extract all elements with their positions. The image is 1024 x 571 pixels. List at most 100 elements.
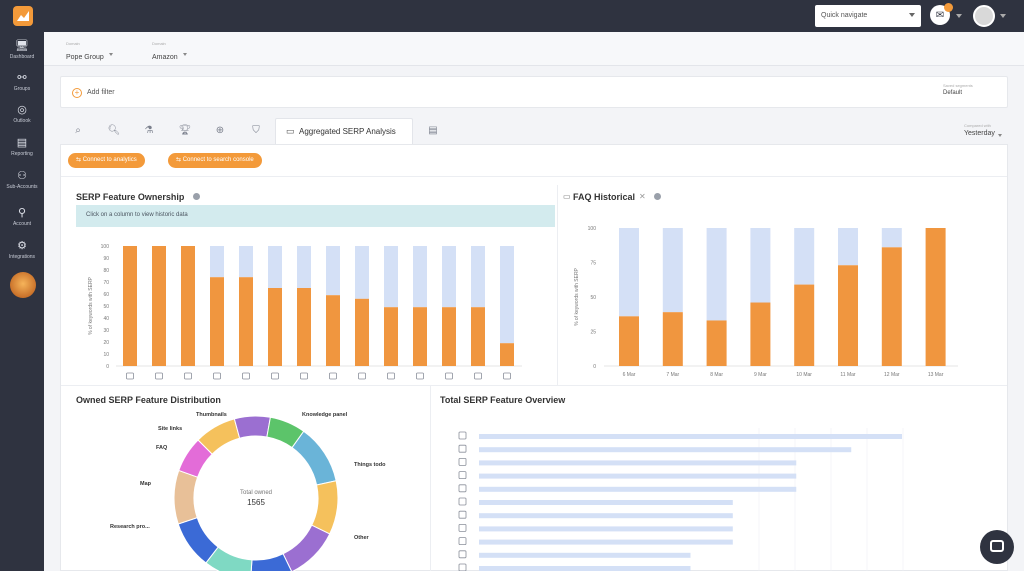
y-tick-label: 10 xyxy=(103,352,109,358)
sidebar-item-account[interactable]: ⚲ Account xyxy=(0,207,44,227)
saved-segments-select[interactable]: Saved segments Default xyxy=(943,83,973,96)
compared-with-select[interactable]: Compared with Yesterday xyxy=(964,123,1002,137)
owned-distribution-donut[interactable]: Thumbnails Knowledge panel Site links FA… xyxy=(76,406,426,571)
bar-remaining[interactable] xyxy=(413,246,427,308)
bar-owned[interactable] xyxy=(838,265,858,366)
flask-icon[interactable]: ⚗ xyxy=(144,125,154,136)
crumb-domain[interactable]: Domain Amazon xyxy=(152,41,187,64)
bar-remaining[interactable] xyxy=(384,246,398,308)
binoculars-icon[interactable]: ⌕ xyxy=(75,125,81,136)
crumb-domain-group[interactable]: Domain Pope Group xyxy=(66,41,113,64)
donut-slice[interactable] xyxy=(233,415,271,439)
y-tick-label: 50 xyxy=(103,304,109,310)
bar-remaining[interactable] xyxy=(706,228,727,321)
tab-aggregated-serp-analysis[interactable]: ▭ Aggregated SERP Analysis xyxy=(275,118,413,144)
bar-remaining[interactable] xyxy=(442,246,456,308)
bar-owned[interactable] xyxy=(619,316,639,366)
document-icon[interactable]: ▤ xyxy=(428,125,438,136)
bar-owned[interactable] xyxy=(326,295,340,366)
bar-remaining[interactable] xyxy=(297,246,311,288)
trophy-icon[interactable]: 🏆︎ xyxy=(178,125,192,136)
overview-bar[interactable] xyxy=(479,473,797,479)
bar-remaining[interactable] xyxy=(881,228,902,248)
bar-remaining[interactable] xyxy=(500,246,514,344)
search-icon[interactable]: 🔍︎ xyxy=(107,125,121,136)
bar-owned[interactable] xyxy=(750,302,771,366)
sidebar-item-reporting[interactable]: ▤ Reporting xyxy=(0,137,44,157)
overview-bar[interactable] xyxy=(479,460,797,466)
bar-owned[interactable] xyxy=(268,288,282,366)
y-tick-label: 75 xyxy=(590,261,596,267)
add-filter-button[interactable]: Add filter xyxy=(87,89,115,96)
overview-bar[interactable] xyxy=(479,552,691,558)
bar-remaining[interactable] xyxy=(750,228,771,303)
bar-owned[interactable] xyxy=(181,246,195,366)
bar-remaining[interactable] xyxy=(210,246,224,278)
bar-remaining[interactable] xyxy=(794,228,815,285)
overview-chart[interactable] xyxy=(456,428,936,571)
crosshair-icon[interactable]: ⊕ xyxy=(215,125,225,136)
close-icon[interactable]: ✕ xyxy=(639,192,646,201)
chevron-down-icon[interactable] xyxy=(1000,14,1006,18)
bar-owned[interactable] xyxy=(413,307,427,366)
overview-bar[interactable] xyxy=(479,447,852,453)
bar-remaining[interactable] xyxy=(662,228,683,313)
bar-owned[interactable] xyxy=(471,307,485,366)
sidebar-item-outlook[interactable]: ◎ Outlook xyxy=(0,104,44,124)
overview-bar[interactable] xyxy=(479,566,691,571)
crumb-small-label: Domain xyxy=(152,41,166,46)
bar-owned[interactable] xyxy=(239,277,253,366)
donut-slice[interactable] xyxy=(173,469,199,525)
mascot-image xyxy=(10,272,36,298)
plus-circle-icon[interactable]: + xyxy=(72,88,82,98)
filter-bar: + Add filter Saved segments Default xyxy=(60,76,1008,108)
avatar[interactable] xyxy=(973,5,995,27)
bar-owned[interactable] xyxy=(706,320,727,366)
bar-owned[interactable] xyxy=(794,284,815,366)
info-icon[interactable] xyxy=(654,193,661,200)
chevron-down-icon[interactable] xyxy=(956,14,962,18)
bar-remaining[interactable] xyxy=(355,246,369,299)
bar-owned[interactable] xyxy=(662,312,683,366)
bar-owned[interactable] xyxy=(881,247,902,366)
sidebar-item-label: Integrations xyxy=(8,254,36,260)
overview-bar[interactable] xyxy=(479,513,733,519)
tag-icon[interactable]: ⛉ xyxy=(252,125,260,136)
bar-owned[interactable] xyxy=(500,343,514,366)
bar-owned[interactable] xyxy=(210,277,224,366)
bar-owned[interactable] xyxy=(384,307,398,366)
bar-owned[interactable] xyxy=(297,288,311,366)
bar-remaining[interactable] xyxy=(239,246,253,278)
sidebar-item-groups[interactable]: ⚯ Groups xyxy=(0,72,44,92)
bar-owned[interactable] xyxy=(355,298,369,366)
sidebar-item-dashboard[interactable]: 🖥 Dashboard xyxy=(0,40,44,60)
sidebar-item-sub-accounts[interactable]: ⚇ Sub-Accounts xyxy=(0,170,44,190)
overview-bar[interactable] xyxy=(479,486,797,492)
bar-remaining[interactable] xyxy=(471,246,485,308)
quick-navigate-select[interactable]: Quick navigate xyxy=(815,5,921,27)
bar-owned[interactable] xyxy=(123,246,137,366)
sidebar-item-label: Outlook xyxy=(13,118,31,124)
bar-owned[interactable] xyxy=(442,307,456,366)
info-icon[interactable] xyxy=(193,193,200,200)
sidebar-item-integrations[interactable]: ⚙ Integrations xyxy=(0,240,44,260)
donut-slice[interactable] xyxy=(266,416,305,449)
bar-remaining[interactable] xyxy=(619,228,639,317)
faq-historical-chart[interactable]: % of keywords with SERP 0 25 50 75 100 6 Mar 7 … xyxy=(566,218,966,384)
overview-bar[interactable] xyxy=(479,434,902,439)
overview-bar[interactable] xyxy=(479,539,733,545)
serp-ownership-chart[interactable]: % of keywords with SERP 0 10 20 30 40 50 60 70 80… xyxy=(76,234,556,384)
connect-analytics-button[interactable]: ⇆ Connect to analytics xyxy=(68,153,145,168)
bar-owned[interactable] xyxy=(152,246,166,366)
bar-remaining[interactable] xyxy=(326,246,340,296)
bar-remaining[interactable] xyxy=(268,246,282,288)
chat-button[interactable] xyxy=(980,530,1014,564)
cart-icon xyxy=(126,372,134,380)
bar-remaining[interactable] xyxy=(838,228,858,266)
app-logo[interactable] xyxy=(13,6,33,26)
overview-bar[interactable] xyxy=(479,500,733,505)
saved-segments-value: Default xyxy=(943,90,963,96)
bar-owned[interactable] xyxy=(925,228,946,366)
overview-bar[interactable] xyxy=(479,526,733,532)
connect-search-console-button[interactable]: ⇆ Connect to search console xyxy=(168,153,262,168)
